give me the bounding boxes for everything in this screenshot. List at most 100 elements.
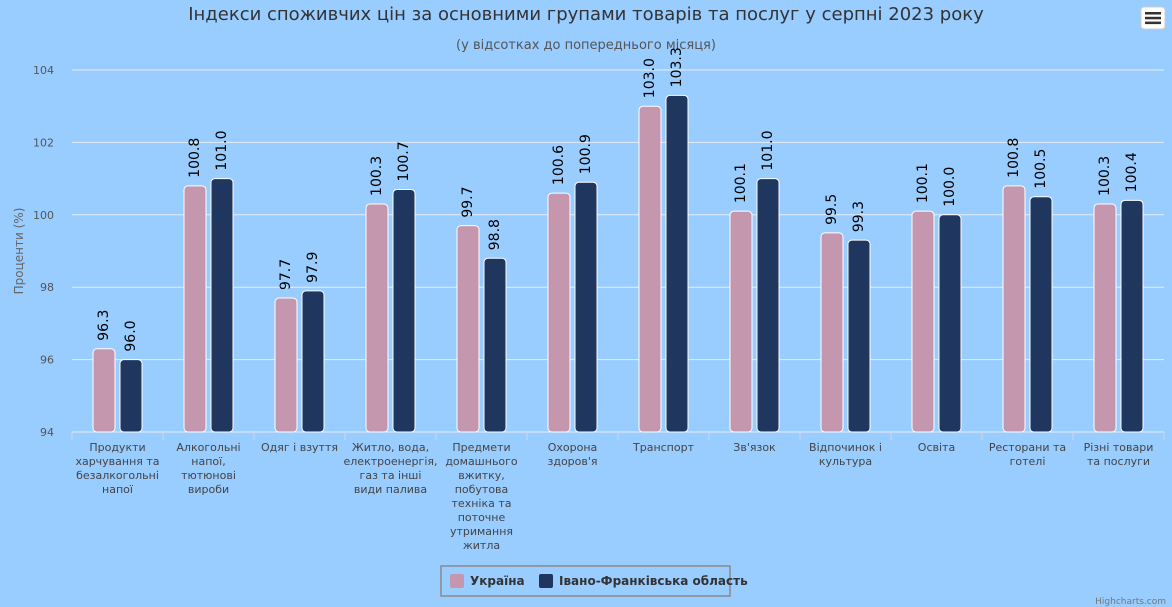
data-label: 98.8 xyxy=(487,219,503,250)
bar-series-0-cat-4[interactable] xyxy=(456,225,480,433)
bar-series-0-cat-11[interactable] xyxy=(1093,203,1117,433)
bar-series-1-cat-2[interactable] xyxy=(301,290,325,433)
bar-series-0-cat-6[interactable] xyxy=(638,105,662,433)
data-label: 99.7 xyxy=(460,186,476,217)
y-tick-label: 102 xyxy=(33,136,54,149)
x-tick-label-line: вжитку, xyxy=(458,469,505,482)
bar-series-1-cat-0[interactable] xyxy=(119,359,143,433)
x-tick-label: Відпочинок і культура xyxy=(809,441,882,468)
y-tick-label: 94 xyxy=(40,426,54,439)
legend-box xyxy=(440,565,731,597)
x-tick-label-line: газ та інші xyxy=(360,469,422,482)
x-tick-label-line: безалкогольні xyxy=(76,469,159,482)
x-tick-label-line: та послуги xyxy=(1087,455,1150,468)
y-axis-ticks: 94 96 98 100 102 104 xyxy=(33,64,54,439)
data-label: 100.8 xyxy=(1006,138,1022,178)
x-tick-label-line: домашнього xyxy=(445,455,518,468)
x-tick-label-line: Ресторани та xyxy=(989,441,1066,454)
y-tick-label: 100 xyxy=(33,209,54,222)
x-tick-label-line: Транспорт xyxy=(632,441,695,454)
bar-series-0-cat-1[interactable] xyxy=(183,185,207,433)
x-tick-label-line: Предмети xyxy=(452,441,510,454)
bar-series-0-cat-7[interactable] xyxy=(729,210,753,433)
legend-label-ukraine: Україна xyxy=(470,574,525,588)
x-tick-label-line: харчування та xyxy=(75,455,159,468)
x-tick-label-line: Одяг і взуття xyxy=(261,441,338,454)
legend-swatch-region xyxy=(539,574,553,588)
bar-series-1-cat-8[interactable] xyxy=(847,239,871,433)
bar-series-0-cat-10[interactable] xyxy=(1002,185,1026,433)
data-label: 100.1 xyxy=(733,163,749,203)
legend-swatch-ukraine xyxy=(450,574,464,588)
x-tick-label-line: житла xyxy=(463,539,500,552)
data-label: 103.3 xyxy=(669,47,685,87)
data-label: 103.0 xyxy=(642,58,658,98)
data-label: 100.3 xyxy=(369,156,385,196)
bar-series-0-cat-8[interactable] xyxy=(820,232,844,433)
x-tick-label: Продукти харчування та безалкогольні напої xyxy=(75,441,159,496)
data-label: 100.0 xyxy=(942,167,958,207)
bar-series-0-cat-5[interactable] xyxy=(547,192,571,433)
bar-series-0-cat-2[interactable] xyxy=(274,297,298,433)
bar-series-1-cat-4[interactable] xyxy=(483,257,507,433)
bar-series-1-cat-9[interactable] xyxy=(938,214,962,433)
bar-series-0-cat-0[interactable] xyxy=(92,348,116,433)
bar-series-1-cat-3[interactable] xyxy=(392,188,416,433)
x-tick-label-line: види палива xyxy=(354,483,427,496)
data-label: 100.9 xyxy=(578,134,594,174)
data-label: 97.9 xyxy=(305,252,321,283)
bar-series-0-cat-9[interactable] xyxy=(911,210,935,433)
x-tick-label-line: готелі xyxy=(1010,455,1046,468)
x-tick-label-line: побутова xyxy=(455,483,509,496)
legend-item-region[interactable]: Івано-Франківська область xyxy=(539,574,748,588)
x-tick-label-line: Зв'язок xyxy=(733,441,776,454)
x-tick-label-line: Відпочинок і xyxy=(809,441,882,454)
x-tick-label-line: електроенергія, xyxy=(344,455,438,468)
data-label: 100.8 xyxy=(187,138,203,178)
data-label: 100.6 xyxy=(551,145,567,185)
x-tick-label-line: Житло, вода, xyxy=(352,441,429,454)
x-tick-label: Зв'язок xyxy=(733,441,776,454)
x-tick-label-line: напої, xyxy=(191,455,225,468)
x-tick-label-line: Різні товари xyxy=(1084,441,1154,454)
y-tick-label: 98 xyxy=(40,281,54,294)
x-tick-label: Охорона здоров'я xyxy=(547,441,597,468)
y-axis-label: Проценти (%) xyxy=(12,208,26,295)
x-tick-label-line: вироби xyxy=(188,483,229,496)
x-tick-label: Алкогольні напої, тютюнові вироби xyxy=(176,441,240,496)
bar-series-1-cat-7[interactable] xyxy=(756,178,780,433)
data-label: 100.4 xyxy=(1124,152,1140,192)
data-label: 96.3 xyxy=(96,310,112,341)
x-tick-label-line: Продукти xyxy=(89,441,145,454)
x-tick-label-line: тютюнові xyxy=(181,469,236,482)
credit-link[interactable]: Highcharts.com xyxy=(1095,597,1166,607)
chart-title: Індекси споживчих цін за основними група… xyxy=(188,4,984,25)
bars xyxy=(92,94,1144,433)
bar-series-1-cat-10[interactable] xyxy=(1029,196,1053,433)
x-tick-label-line: напої xyxy=(102,483,134,496)
data-label: 100.1 xyxy=(915,163,931,203)
data-label: 99.3 xyxy=(851,201,867,232)
x-tick-label-line: поточне xyxy=(458,511,506,524)
x-tick-label: Транспорт xyxy=(632,441,695,454)
bar-series-1-cat-1[interactable] xyxy=(210,178,234,433)
legend: Україна Івано-Франківська область xyxy=(440,565,748,597)
x-tick-label-line: Алкогольні xyxy=(176,441,240,454)
bar-series-1-cat-5[interactable] xyxy=(574,181,598,433)
x-tick-label-line: утримання xyxy=(450,525,513,538)
x-tick-label: Ресторани та готелі xyxy=(989,441,1066,468)
bar-series-1-cat-6[interactable] xyxy=(665,94,689,433)
context-menu-button[interactable] xyxy=(1140,6,1166,30)
x-tick-label-line: здоров'я xyxy=(547,455,597,468)
chart-subtitle: (у відсотках до попереднього місяця) xyxy=(456,38,716,53)
data-label: 100.5 xyxy=(1033,149,1049,189)
x-tick-label: Різні товари та послуги xyxy=(1084,441,1154,468)
x-tick-label: Одяг і взуття xyxy=(261,441,338,454)
data-label: 101.0 xyxy=(214,131,230,171)
legend-item-ukraine[interactable]: Україна xyxy=(450,574,525,588)
bar-series-1-cat-11[interactable] xyxy=(1120,199,1144,433)
legend-label-region: Івано-Франківська область xyxy=(559,574,748,588)
bar-series-0-cat-3[interactable] xyxy=(365,203,389,433)
x-tick-label: Предмети домашнього вжитку, побутова техніка… xyxy=(445,441,518,552)
